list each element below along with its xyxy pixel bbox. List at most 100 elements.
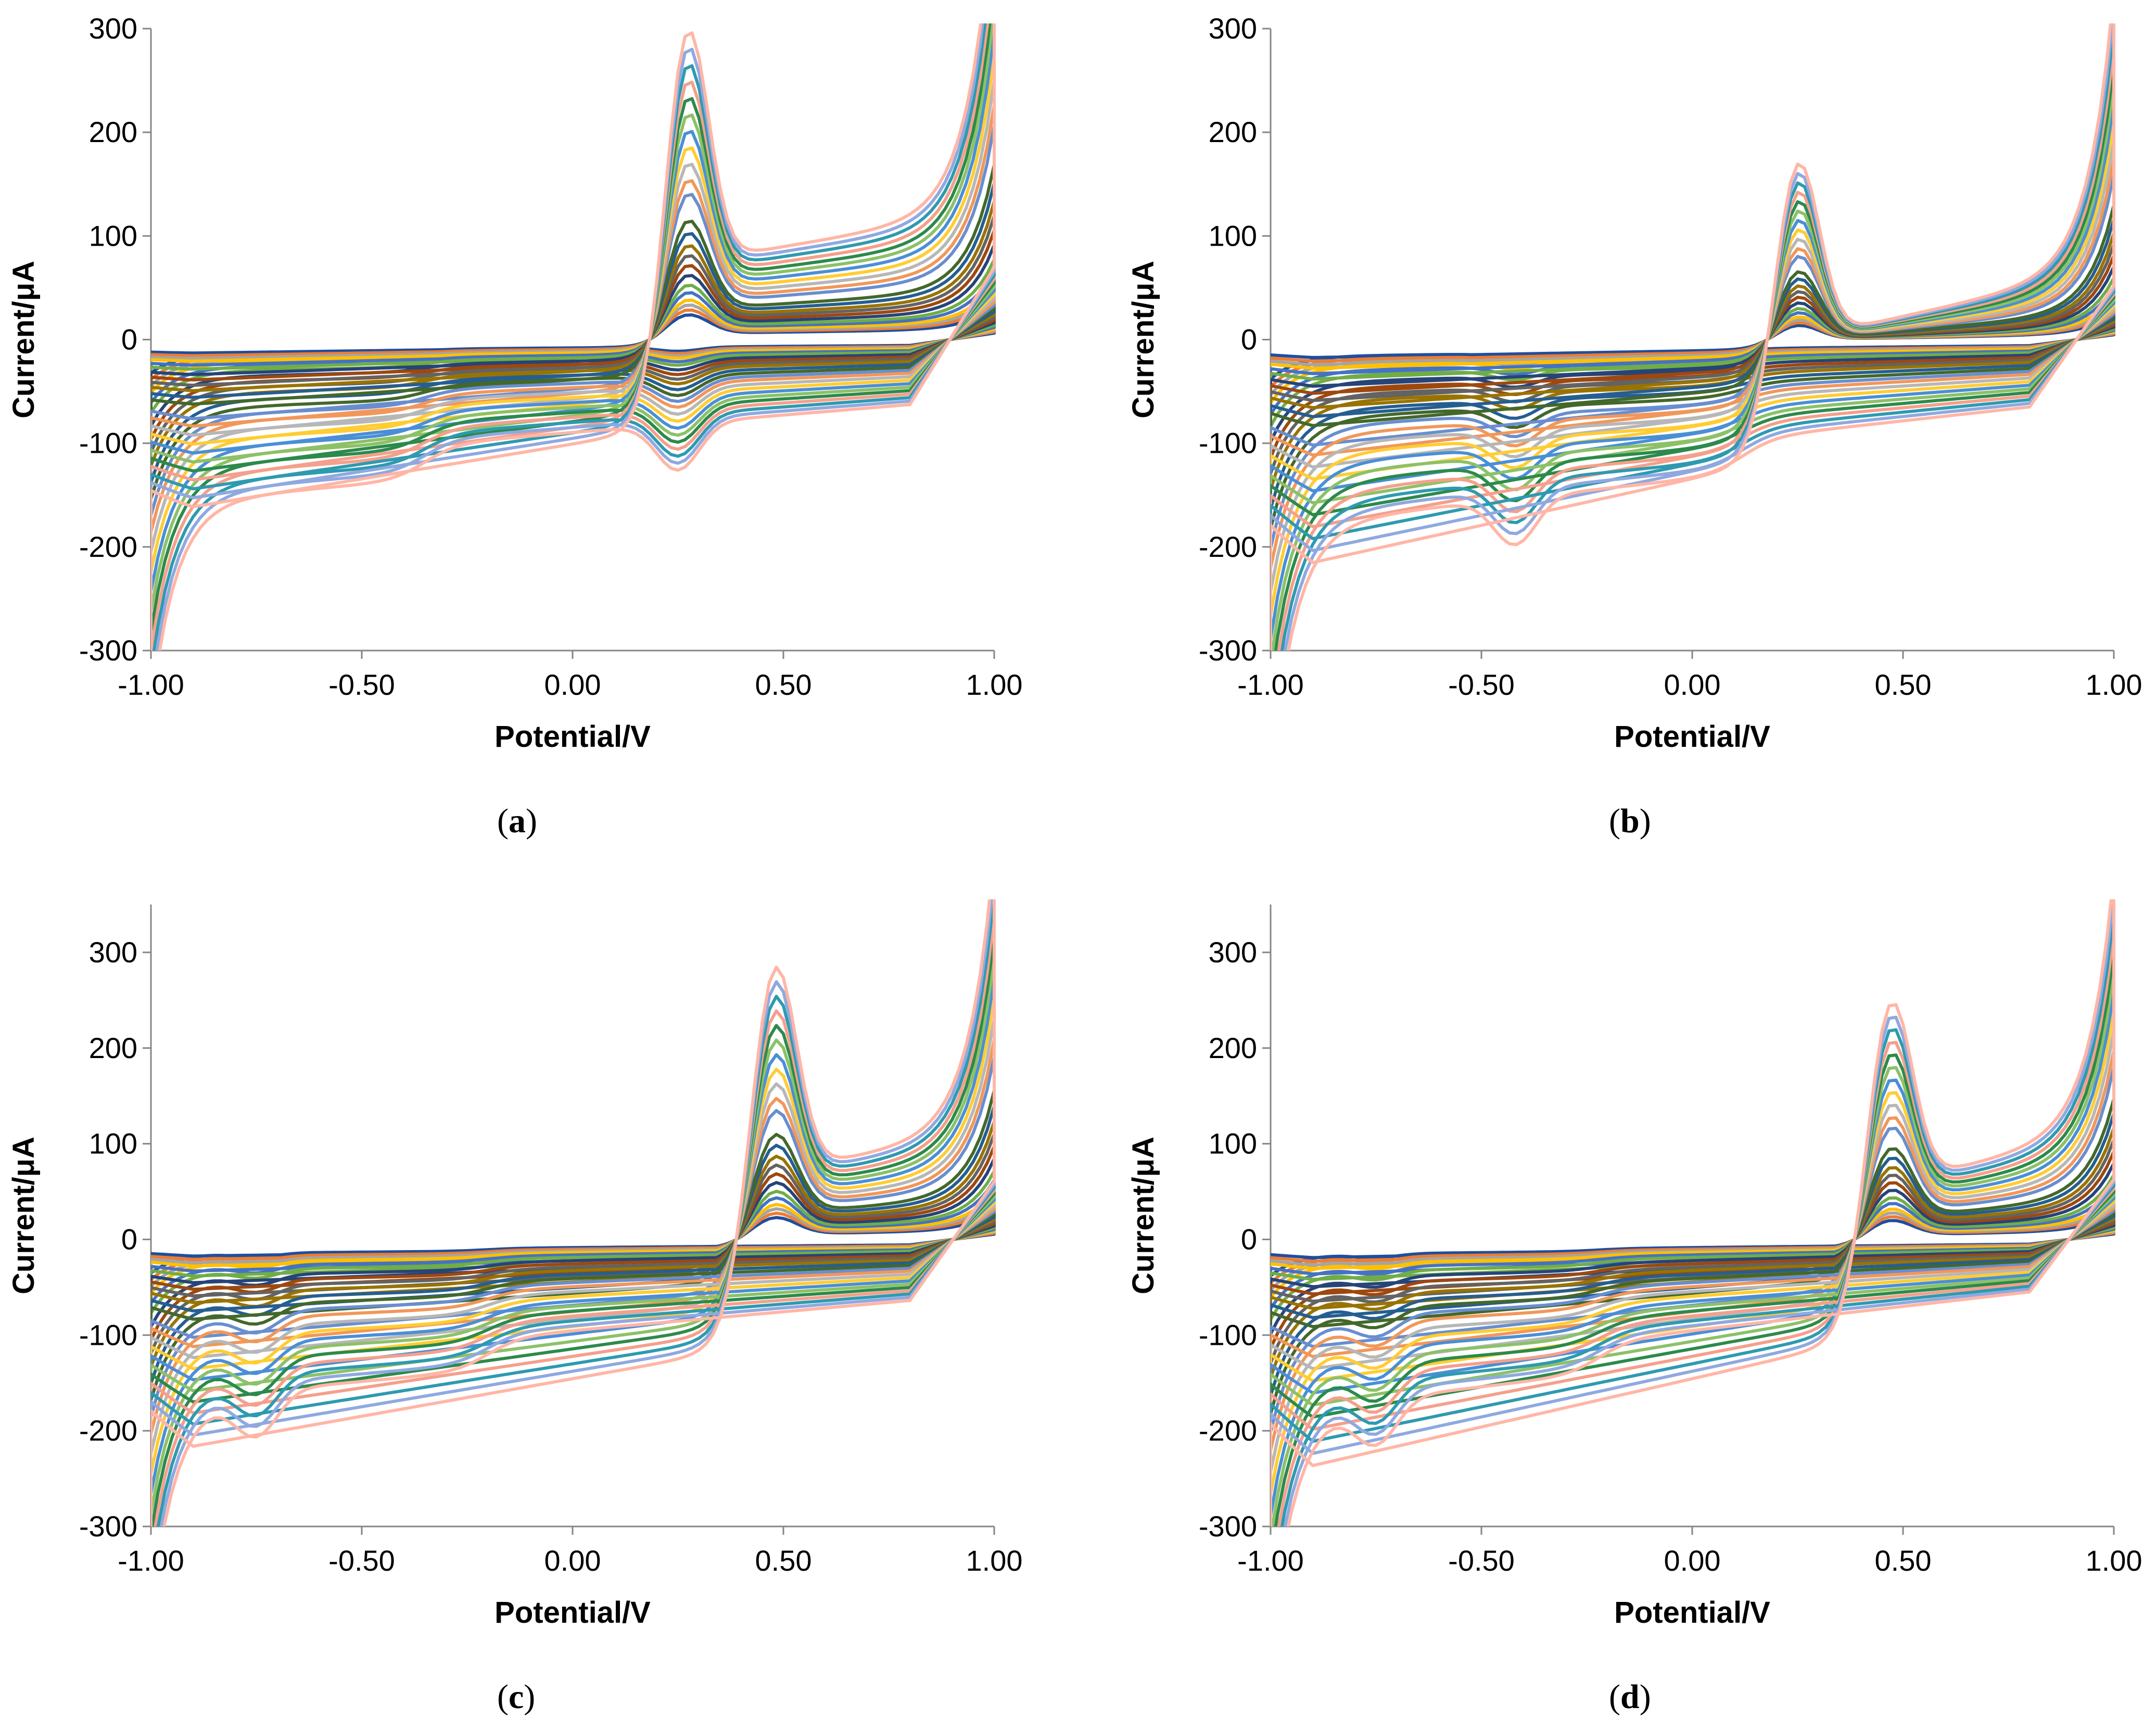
cv-series-line <box>151 258 996 414</box>
label-letter: a <box>508 802 526 840</box>
y-tick-label: -300 <box>79 634 137 667</box>
x-tick-label: 1.00 <box>966 668 1023 701</box>
y-tick-label: 200 <box>1209 1032 1257 1064</box>
y-tick-label: -100 <box>1199 1318 1257 1351</box>
cv-series-line <box>151 163 996 501</box>
panel-label-a: (a) <box>497 801 537 841</box>
cv-series-line <box>151 914 996 1526</box>
cv-series-line <box>151 1017 996 1456</box>
x-tick-label: -1.00 <box>1237 1544 1304 1577</box>
x-axis-title: Potential/V <box>1614 1596 1770 1630</box>
cv-series-line <box>1271 139 2115 593</box>
cv-series-line <box>151 23 996 651</box>
label-letter: d <box>1620 1678 1640 1716</box>
cv-series-line <box>1271 101 2115 641</box>
label-open: ( <box>1609 1678 1620 1716</box>
chart-panel-c: -300 -200 -100 0 100 200 300 -1.00 -0.50 0.00 0.50… <box>0 866 1078 1731</box>
cv-series-line <box>151 228 996 441</box>
label-open: ( <box>1609 802 1620 840</box>
cv-series-line <box>1271 912 2115 1526</box>
panel-label-b: (b) <box>1609 801 1651 841</box>
panel-label-d: (d) <box>1609 1677 1651 1717</box>
x-tick-label: 0.50 <box>1875 1544 1932 1577</box>
x-tick-label: 0.00 <box>1664 1544 1721 1577</box>
y-axis-title: Current/μA <box>1126 261 1160 418</box>
y-axis-title: Current/μA <box>7 1137 41 1294</box>
y-tick-label: 100 <box>1209 1127 1257 1160</box>
y-tick-label: -100 <box>79 1318 137 1351</box>
cv-series-line <box>151 214 996 454</box>
y-tick-label: 0 <box>1241 323 1257 356</box>
y-tick-label: 300 <box>1209 936 1257 969</box>
x-tick-label: -1.00 <box>118 668 184 701</box>
cv-series-line <box>151 23 996 651</box>
y-axis-title: Current/μA <box>7 261 41 418</box>
cv-series-line <box>1271 1065 2115 1434</box>
cv-series-line <box>151 935 996 1526</box>
y-tick-label: -200 <box>1199 1414 1257 1447</box>
y-tick-label: -300 <box>1199 634 1257 667</box>
cv-series-line <box>1271 1173 2115 1321</box>
cv-series-line <box>1271 203 2115 530</box>
cv-series-line <box>1271 158 2115 570</box>
label-open: ( <box>497 802 509 840</box>
cv-series-line <box>151 23 996 633</box>
x-tick-label: 0.50 <box>755 668 812 701</box>
x-tick-label: 0.00 <box>1664 668 1721 701</box>
cv-series-line <box>1271 971 2115 1526</box>
cv-series-line <box>1271 23 2115 651</box>
x-tick-label: 0.00 <box>544 1544 601 1577</box>
y-tick-label: 0 <box>121 1223 137 1255</box>
cv-series-line <box>1271 23 2115 651</box>
x-axis-title: Potential/V <box>494 1596 651 1630</box>
cv-series-line <box>151 199 996 467</box>
x-tick-label: 1.00 <box>966 1544 1023 1577</box>
x-axis-title: Potential/V <box>1614 720 1770 754</box>
cv-series-line <box>151 997 996 1475</box>
x-tick-label: 0.50 <box>755 1544 812 1577</box>
cv-series-line <box>1271 120 2115 617</box>
chart-c: -300 -200 -100 0 100 200 300 -1.00 -0.50 0.00 0.50… <box>7 899 1023 1630</box>
label-close: ) <box>1639 802 1651 840</box>
chart-a: -300 -200 -100 0 100 200 300 -1.00 -0.50 0.00 0.50… <box>7 12 1023 754</box>
y-tick-label: -300 <box>1199 1510 1257 1543</box>
chart-panel-a: -300 -200 -100 0 100 200 300 -1.00 -0.50 0.00 0.50… <box>0 0 1078 866</box>
y-tick-label: -200 <box>1199 530 1257 563</box>
series-group <box>151 23 996 651</box>
label-open: ( <box>497 1678 509 1716</box>
chart-b: -300 -200 -100 0 100 200 300 -1.00 -0.50 0.00 0.50… <box>1126 12 2142 754</box>
cv-series-line <box>151 23 996 651</box>
y-tick-label: 200 <box>89 1032 137 1064</box>
x-tick-label: 1.00 <box>2086 1544 2142 1577</box>
cv-series-line <box>151 23 996 651</box>
series-group <box>151 899 996 1526</box>
cv-series-line <box>1271 276 2115 428</box>
x-tick-label: -0.50 <box>328 668 395 701</box>
cv-series-line <box>151 279 996 394</box>
cv-series-line <box>1271 173 2115 550</box>
series-group <box>1271 899 2115 1526</box>
chart-panel-d: -300 -200 -100 0 100 200 300 -1.00 -0.50 0.00 0.50… <box>1078 866 2156 1731</box>
cv-series-line <box>1271 45 2115 651</box>
y-tick-label: 100 <box>89 219 137 252</box>
chart-d: -300 -200 -100 0 100 200 300 -1.00 -0.50 0.00 0.50… <box>1126 899 2142 1630</box>
y-tick-label: 300 <box>1209 12 1257 45</box>
label-letter: c <box>508 1678 524 1716</box>
cv-series-line <box>151 181 996 484</box>
y-tick-label: -100 <box>79 427 137 460</box>
cv-series-line <box>1271 1049 2115 1452</box>
x-axis-title: Potential/V <box>494 720 651 754</box>
y-tick-label: 300 <box>89 936 137 969</box>
cv-series-line <box>1271 932 2115 1526</box>
cv-series-line <box>151 1169 996 1315</box>
x-tick-label: -0.50 <box>328 1544 395 1577</box>
label-letter: b <box>1620 802 1640 840</box>
chart-panel-b: -300 -200 -100 0 100 200 300 -1.00 -0.50 0.00 0.50… <box>1078 0 2156 866</box>
y-tick-label: 100 <box>89 1127 137 1160</box>
label-close: ) <box>1639 1678 1651 1716</box>
y-tick-label: 0 <box>121 323 137 356</box>
x-tick-label: -1.00 <box>118 1544 184 1577</box>
cv-series-line <box>151 1157 996 1328</box>
label-close: ) <box>524 1678 536 1716</box>
cv-series-line <box>1271 27 2115 651</box>
